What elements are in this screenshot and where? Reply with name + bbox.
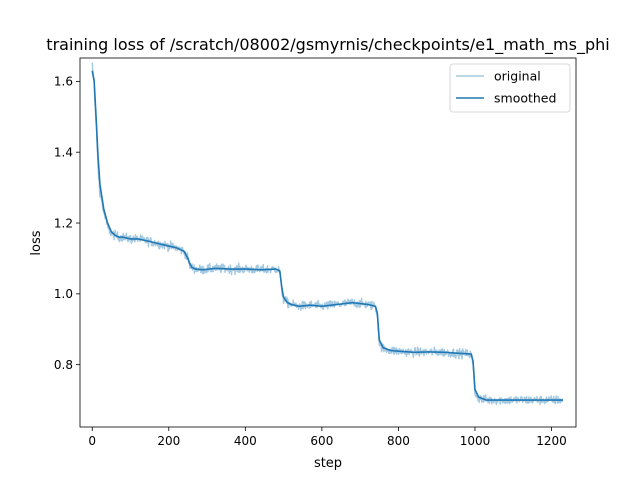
x-tick-label: 0 bbox=[88, 434, 96, 448]
x-tick-label: 800 bbox=[387, 434, 410, 448]
chart-title: training loss of /scratch/08002/gsmyrnis… bbox=[46, 35, 609, 55]
legend: original smoothed bbox=[449, 63, 571, 113]
legend-label-smoothed: smoothed bbox=[494, 91, 556, 106]
y-tick-label: 1.4 bbox=[54, 145, 73, 159]
y-axis-label: loss bbox=[29, 230, 44, 255]
legend-label-original: original bbox=[494, 69, 541, 84]
y-tick-label: 1.6 bbox=[54, 75, 73, 89]
y-tick-label: 1.2 bbox=[54, 216, 73, 230]
axes-frame bbox=[79, 57, 577, 428]
x-tick-label: 600 bbox=[310, 434, 333, 448]
y-tick-label: 0.8 bbox=[54, 358, 73, 372]
x-axis-label: step bbox=[314, 456, 342, 471]
x-tick-label: 400 bbox=[234, 434, 257, 448]
ticks: 0 200 400 600 800 1000 1200 0.8 1.0 1.2 1.4 1.6 bbox=[54, 75, 567, 448]
plot-area bbox=[91, 62, 564, 406]
series-line-smoothed bbox=[91, 70, 564, 401]
series-line-original bbox=[91, 62, 564, 406]
y-tick-label: 1.0 bbox=[54, 287, 73, 301]
x-tick-label: 1000 bbox=[460, 434, 491, 448]
legend-box bbox=[449, 63, 571, 113]
x-tick-label: 200 bbox=[157, 434, 180, 448]
x-tick-label: 1200 bbox=[536, 434, 567, 448]
